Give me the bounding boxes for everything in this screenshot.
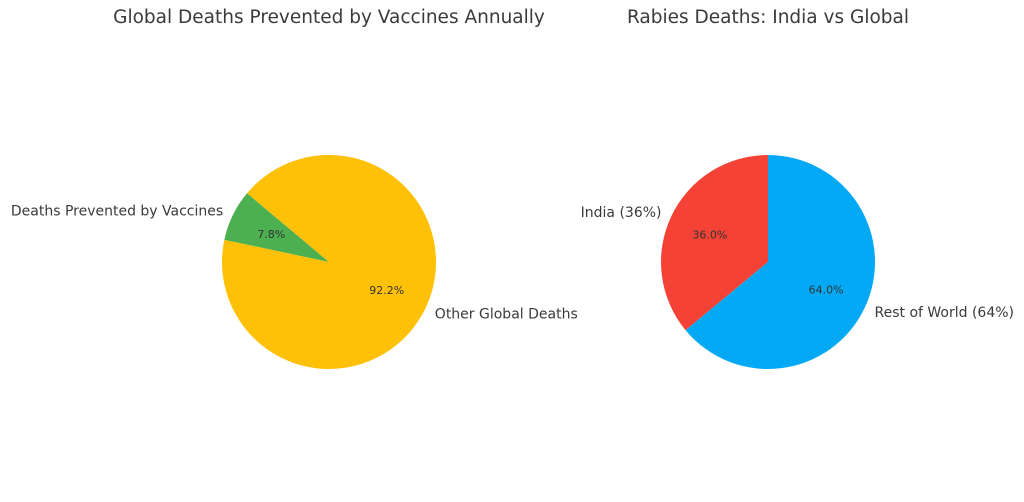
rabies-slice-1-label: Rest of World (64%): [875, 305, 1015, 321]
rabies-slice-1: [685, 154, 876, 369]
vaccine-slice-0-pct-label: 7.8%: [257, 228, 285, 241]
rabies-pie-title: Rabies Deaths: India vs Global: [627, 7, 909, 28]
rabies-slice-0: [661, 155, 768, 331]
vaccine-slice-1-label: Other Global Deaths: [435, 307, 578, 323]
vaccine-slice-0-label: Deaths Prevented by Vaccines: [11, 204, 223, 220]
vaccine-slice-1: [222, 154, 437, 369]
rabies-slice-0-pct-label: 36.0%: [692, 229, 727, 242]
vaccine-pie-title: Global Deaths Prevented by Vaccines Annu…: [113, 7, 545, 28]
rabies-slice-1-pct-label: 64.0%: [809, 283, 844, 296]
rabies-slice-0-label: India (36%): [581, 205, 662, 221]
rabies-pie-chart: Rabies Deaths: India vs Global 36.0% Indi…: [581, 7, 1014, 369]
vaccine-slice-0: [224, 193, 329, 262]
vaccine-pie-chart: Global Deaths Prevented by Vaccines Annu…: [11, 7, 578, 369]
vaccine-slice-1-pct-label: 92.2%: [369, 284, 404, 297]
